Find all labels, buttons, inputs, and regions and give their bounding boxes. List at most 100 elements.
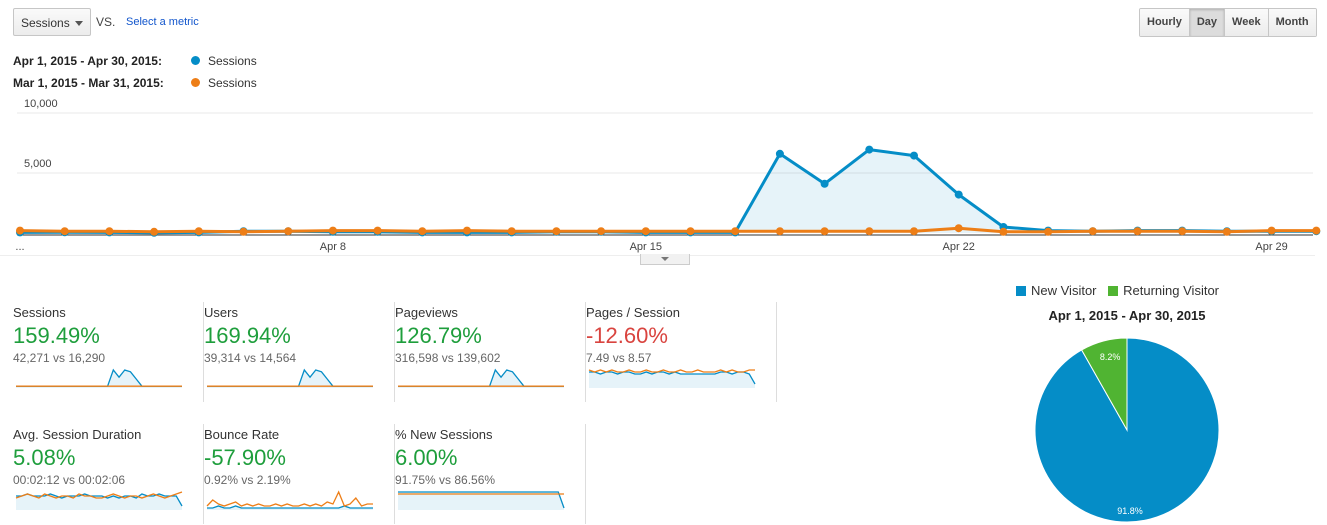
- scorecard-avg-session-duration[interactable]: Avg. Session Duration 5.08% 00:02:12 vs 00…: [13, 424, 204, 524]
- data-point[interactable]: [954, 224, 963, 233]
- metric-dropdown[interactable]: Sessions: [13, 8, 91, 36]
- scorecard-users[interactable]: Users 169.94% 39,314 vs 14,564: [204, 302, 395, 402]
- pie-label-new-visitor: 91.8%: [1117, 506, 1143, 516]
- data-point[interactable]: [105, 227, 114, 236]
- data-point[interactable]: [910, 227, 918, 236]
- data-point[interactable]: [731, 227, 740, 236]
- scorecard-name: Sessions: [13, 305, 66, 320]
- sparkline: [206, 490, 373, 510]
- data-point[interactable]: [507, 227, 516, 236]
- sparkline-area: [398, 492, 564, 510]
- x-tick-label: Apr 29: [1255, 241, 1287, 253]
- legend-item-new-visitor[interactable]: New Visitor: [1016, 283, 1097, 298]
- sparkline: [16, 368, 182, 388]
- scorecard-sessions[interactable]: Sessions 159.49% 42,271 vs 16,290: [13, 302, 204, 402]
- chevron-down-icon: [75, 21, 83, 26]
- scorecard-name: % New Sessions: [395, 427, 493, 442]
- data-point[interactable]: [641, 227, 650, 236]
- scorecard-change: -57.90%: [204, 445, 286, 470]
- legend-metric: Sessions: [208, 76, 257, 90]
- scorecard-comparison: 0.92% vs 2.19%: [204, 473, 291, 487]
- legend-row-current: Apr 1, 2015 - Apr 30, 2015: Sessions: [13, 54, 257, 68]
- data-point[interactable]: [910, 151, 918, 160]
- month-button[interactable]: Month: [1268, 9, 1316, 36]
- legend-row-previous: Mar 1, 2015 - Mar 31, 2015: Sessions: [13, 76, 257, 90]
- sparkline: [398, 491, 565, 510]
- pie-slice-returning-visitor[interactable]: [1080, 337, 1128, 432]
- scorecard-pages-session[interactable]: Pages / Session -12.60% 7.49 vs 8.57: [586, 302, 777, 402]
- data-point[interactable]: [16, 226, 24, 235]
- scorecard-change: 126.79%: [395, 323, 482, 348]
- pie-legend: New Visitor Returning Visitor: [1016, 283, 1227, 298]
- data-point[interactable]: [239, 227, 248, 236]
- data-point[interactable]: [328, 226, 337, 235]
- y-tick-label: 5,000: [24, 158, 52, 170]
- data-point[interactable]: [150, 227, 159, 236]
- scorecard-pageviews[interactable]: Pageviews 126.79% 316,598 vs 139,602: [395, 302, 586, 402]
- data-point[interactable]: [1222, 227, 1231, 236]
- green-swatch-icon: [1108, 286, 1119, 296]
- data-point[interactable]: [1133, 227, 1142, 236]
- scorecard-comparison: 00:02:12 vs 00:02:06: [13, 473, 126, 487]
- data-point[interactable]: [775, 227, 784, 236]
- scorecard-change: 6.00%: [395, 445, 458, 470]
- week-button[interactable]: Week: [1225, 9, 1269, 36]
- chevron-down-icon: [661, 257, 669, 261]
- data-point[interactable]: [686, 227, 695, 236]
- scorecard-new-sessions[interactable]: % New Sessions 6.00% 91.75% vs 86.56%: [395, 424, 586, 524]
- data-point[interactable]: [820, 227, 829, 236]
- scorecard-comparison: 7.49 vs 8.57: [586, 351, 652, 365]
- legend-item-returning-visitor[interactable]: Returning Visitor: [1108, 283, 1219, 298]
- sparkline-current: [398, 368, 564, 387]
- sessions-line-chart[interactable]: 10,000 5,000... Apr 8 Apr 15 Apr 22 Apr 29: [0, 96, 1327, 256]
- data-point[interactable]: [60, 227, 69, 236]
- sparkline: [588, 369, 756, 388]
- day-button[interactable]: Day: [1189, 9, 1226, 36]
- sparkline: [207, 368, 373, 388]
- series-line-previous: [19, 226, 1317, 234]
- x-tick-label: ...: [15, 241, 24, 253]
- blue-swatch-icon: [1016, 286, 1026, 296]
- pie-title: Apr 1, 2015 - Apr 30, 2015: [1048, 308, 1206, 323]
- sparkline-area: [398, 370, 564, 388]
- scorecard-change: 169.94%: [204, 323, 291, 348]
- sparkline-current: [16, 368, 182, 387]
- data-point[interactable]: [1178, 227, 1187, 236]
- data-point[interactable]: [284, 227, 293, 236]
- scorecard-comparison: 42,271 vs 16,290: [13, 351, 106, 365]
- legend-date-range: Mar 1, 2015 - Mar 31, 2015:: [13, 76, 164, 90]
- data-point[interactable]: [1267, 226, 1276, 235]
- data-point[interactable]: [1044, 227, 1053, 236]
- scorecard-name: Pages / Session: [586, 305, 680, 320]
- data-point[interactable]: [954, 190, 963, 199]
- sparkline-previous: [15, 491, 183, 499]
- data-point[interactable]: [999, 227, 1008, 236]
- legend-metric: Sessions: [208, 54, 257, 68]
- select-metric-link[interactable]: Select a metric: [126, 16, 199, 28]
- scorecard-comparison: 316,598 vs 139,602: [395, 351, 501, 365]
- scorecard-change: -12.60%: [586, 323, 668, 348]
- scorecard-bounce-rate[interactable]: Bounce Rate -57.90% 0.92% vs 2.19%: [204, 424, 395, 524]
- visitor-type-pie-chart[interactable]: 91.8% 8.2%: [1030, 333, 1224, 525]
- chart-expand-handle[interactable]: [640, 254, 690, 265]
- scorecard-name: Bounce Rate: [204, 427, 280, 442]
- data-point[interactable]: [865, 227, 874, 236]
- x-tick-label: Apr 15: [630, 241, 662, 253]
- sparkline-current: [207, 368, 373, 387]
- vs-label: VS.: [96, 15, 116, 29]
- data-point[interactable]: [463, 226, 471, 235]
- data-point[interactable]: [865, 145, 874, 154]
- scorecard-comparison: 39,314 vs 14,564: [204, 351, 297, 365]
- data-point[interactable]: [1088, 227, 1097, 236]
- sparkline-area: [589, 372, 755, 388]
- blue-dot-icon: [191, 56, 200, 65]
- data-point[interactable]: [418, 227, 427, 236]
- data-point[interactable]: [1312, 226, 1321, 235]
- data-point[interactable]: [597, 227, 606, 236]
- data-point[interactable]: [194, 227, 203, 236]
- hourly-button[interactable]: Hourly: [1140, 9, 1190, 36]
- data-point[interactable]: [820, 179, 829, 188]
- data-point[interactable]: [552, 227, 561, 236]
- data-point[interactable]: [775, 149, 784, 158]
- data-point[interactable]: [373, 226, 382, 235]
